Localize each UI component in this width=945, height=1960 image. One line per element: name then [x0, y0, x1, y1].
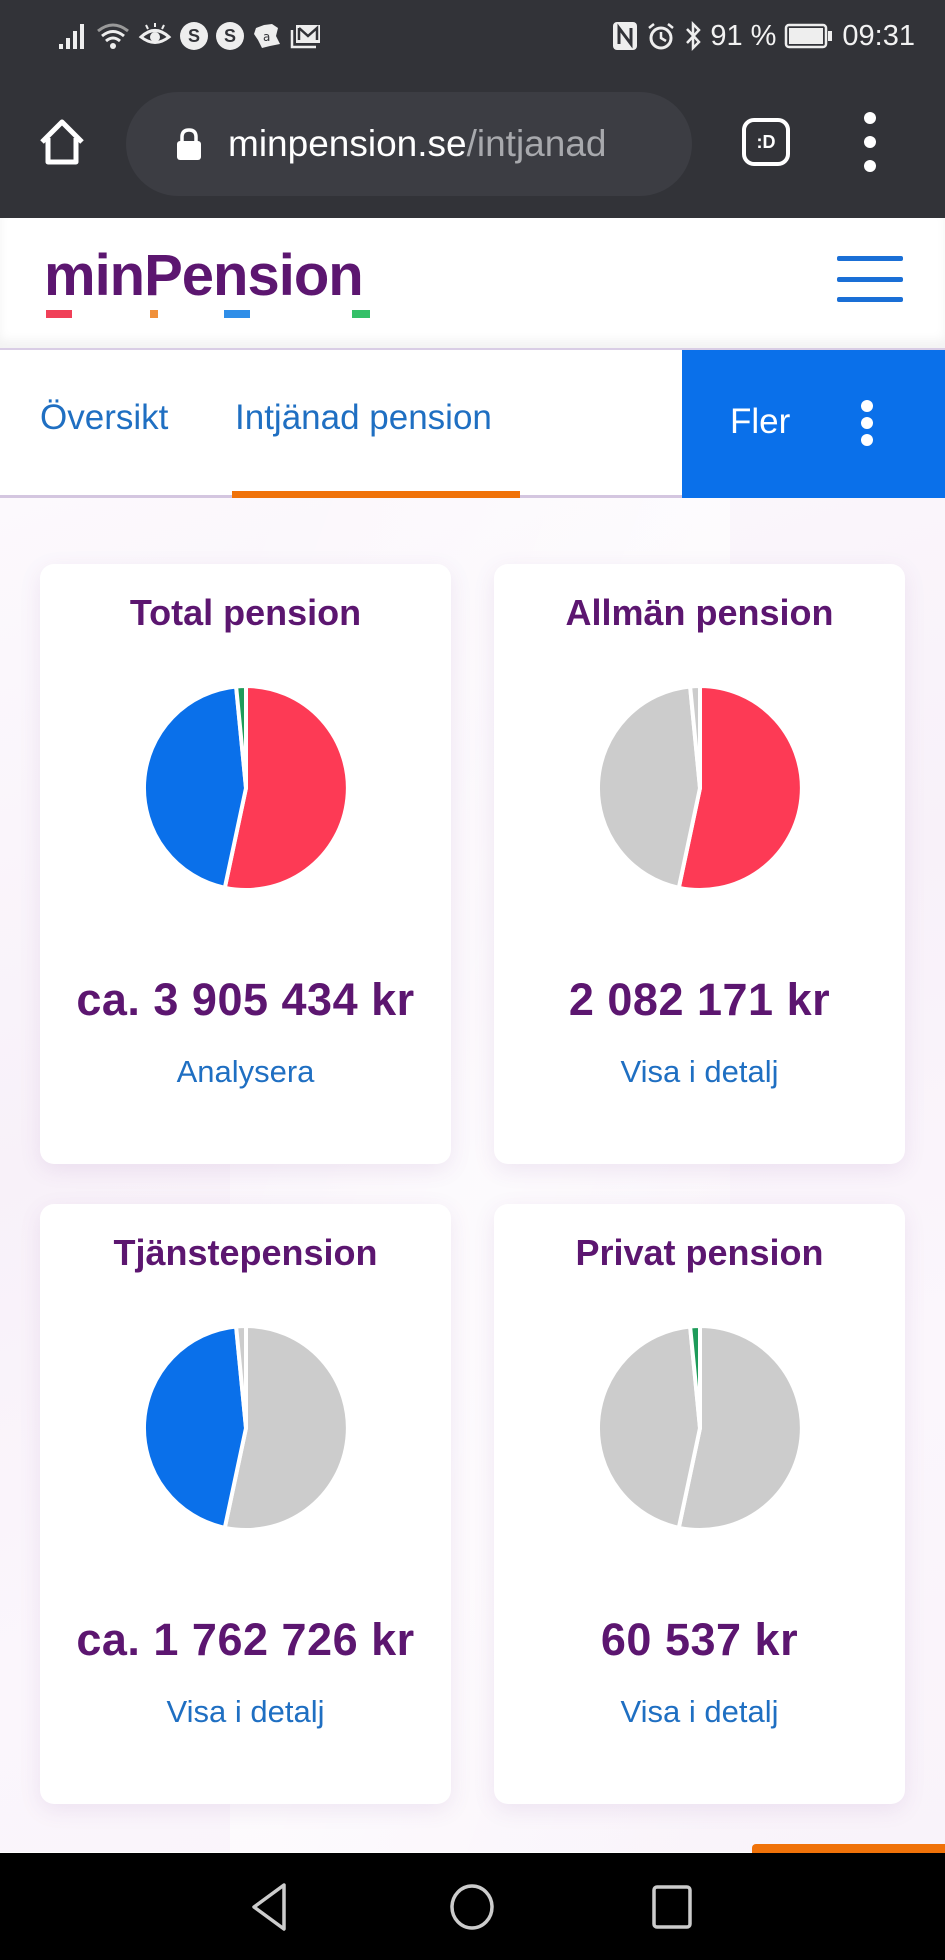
card-allman-pension: Allmän pension 2 082 171 kr Visa i detal…	[494, 564, 905, 1164]
tab-bar: Översikt Intjänad pension Fler	[0, 350, 945, 500]
system-nav-bar	[0, 1853, 945, 1960]
logo-color-bars	[44, 310, 370, 320]
home-icon	[40, 119, 84, 165]
menu-line-icon	[837, 276, 903, 282]
tab-switcher-button[interactable]: :D	[742, 118, 790, 166]
browser-menu-button[interactable]	[860, 112, 880, 172]
visa-i-detalj-link[interactable]: Visa i detalj	[166, 1694, 325, 1729]
card-total-pension: Total pension ca. 3 905 434 kr Analysera	[40, 564, 451, 1164]
floating-button-edge[interactable]	[752, 1844, 945, 1854]
wifi-icon	[96, 22, 130, 50]
url-text[interactable]: minpension.se/intjanad	[228, 123, 607, 164]
alarm-icon	[646, 21, 676, 51]
more-tabs-button[interactable]: Fler	[682, 350, 945, 498]
card-title: Total pension	[129, 592, 362, 633]
swish-icon: S	[216, 22, 244, 50]
card-title: Allmän pension	[565, 592, 834, 633]
analysera-link[interactable]: Analysera	[176, 1054, 315, 1089]
home-circle-icon	[450, 1884, 494, 1930]
card-tjanstepension: Tjänstepension ca. 1 762 726 kr Visa i d…	[40, 1204, 451, 1804]
visa-i-detalj-link[interactable]: Visa i detalj	[620, 1054, 779, 1089]
battery-icon	[784, 23, 834, 49]
card-title: Tjänstepension	[113, 1232, 378, 1273]
recents-square-icon	[652, 1885, 692, 1929]
recents-button[interactable]	[642, 1877, 702, 1937]
hamburger-menu-button[interactable]	[837, 256, 903, 302]
dot-icon	[864, 112, 876, 124]
pie-chart-privat	[596, 1324, 804, 1532]
privat-amount: 60 537 kr	[600, 1614, 799, 1665]
site-header: minPension	[0, 218, 945, 350]
menu-line-icon	[837, 297, 903, 302]
lock-icon	[174, 127, 204, 161]
pie-chart-tjanste	[142, 1324, 350, 1532]
tab-oversikt[interactable]: Översikt	[40, 398, 169, 437]
clock: 09:31	[842, 19, 915, 52]
back-triangle-icon	[252, 1883, 286, 1931]
address-bar[interactable]: minpension.se/intjanad	[126, 92, 692, 196]
svg-text:a: a	[263, 30, 270, 44]
pie-chart-total	[142, 684, 350, 892]
eye-icon	[138, 22, 172, 50]
pension-overview: Total pension ca. 3 905 434 kr Analysera…	[0, 498, 945, 1852]
mail-icon	[290, 22, 322, 50]
visa-i-detalj-link[interactable]: Visa i detalj	[620, 1694, 779, 1729]
total-amount: ca. 3 905 434 kr	[76, 974, 415, 1025]
more-vertical-icon	[860, 400, 874, 446]
nfc-icon	[612, 21, 638, 51]
menu-line-icon	[837, 256, 903, 261]
active-tab-indicator	[232, 491, 520, 500]
dot-icon	[864, 136, 876, 148]
card-privat-pension: Privat pension 60 537 kr Visa i detalj	[494, 1204, 905, 1804]
battery-percent: 91 %	[710, 19, 777, 52]
browser-toolbar: minpension.se/intjanad :D	[0, 72, 945, 218]
logo[interactable]: minPension	[44, 246, 370, 320]
home-button[interactable]	[34, 114, 90, 170]
allman-amount: 2 082 171 kr	[568, 974, 831, 1025]
pie-chart-allman	[596, 684, 804, 892]
signal-icon	[58, 22, 88, 50]
tab-intjanad-pension[interactable]: Intjänad pension	[235, 398, 492, 437]
avast-icon: a	[252, 22, 282, 50]
status-bar: S S a 91 % 09:31	[0, 0, 945, 72]
tjanste-amount: ca. 1 762 726 kr	[76, 1614, 415, 1665]
bluetooth-icon	[684, 20, 702, 52]
home-nav-button[interactable]	[442, 1877, 502, 1937]
dot-icon	[864, 160, 876, 172]
back-button[interactable]	[240, 1877, 300, 1937]
swish-icon: S	[180, 22, 208, 50]
card-title: Privat pension	[575, 1232, 824, 1273]
